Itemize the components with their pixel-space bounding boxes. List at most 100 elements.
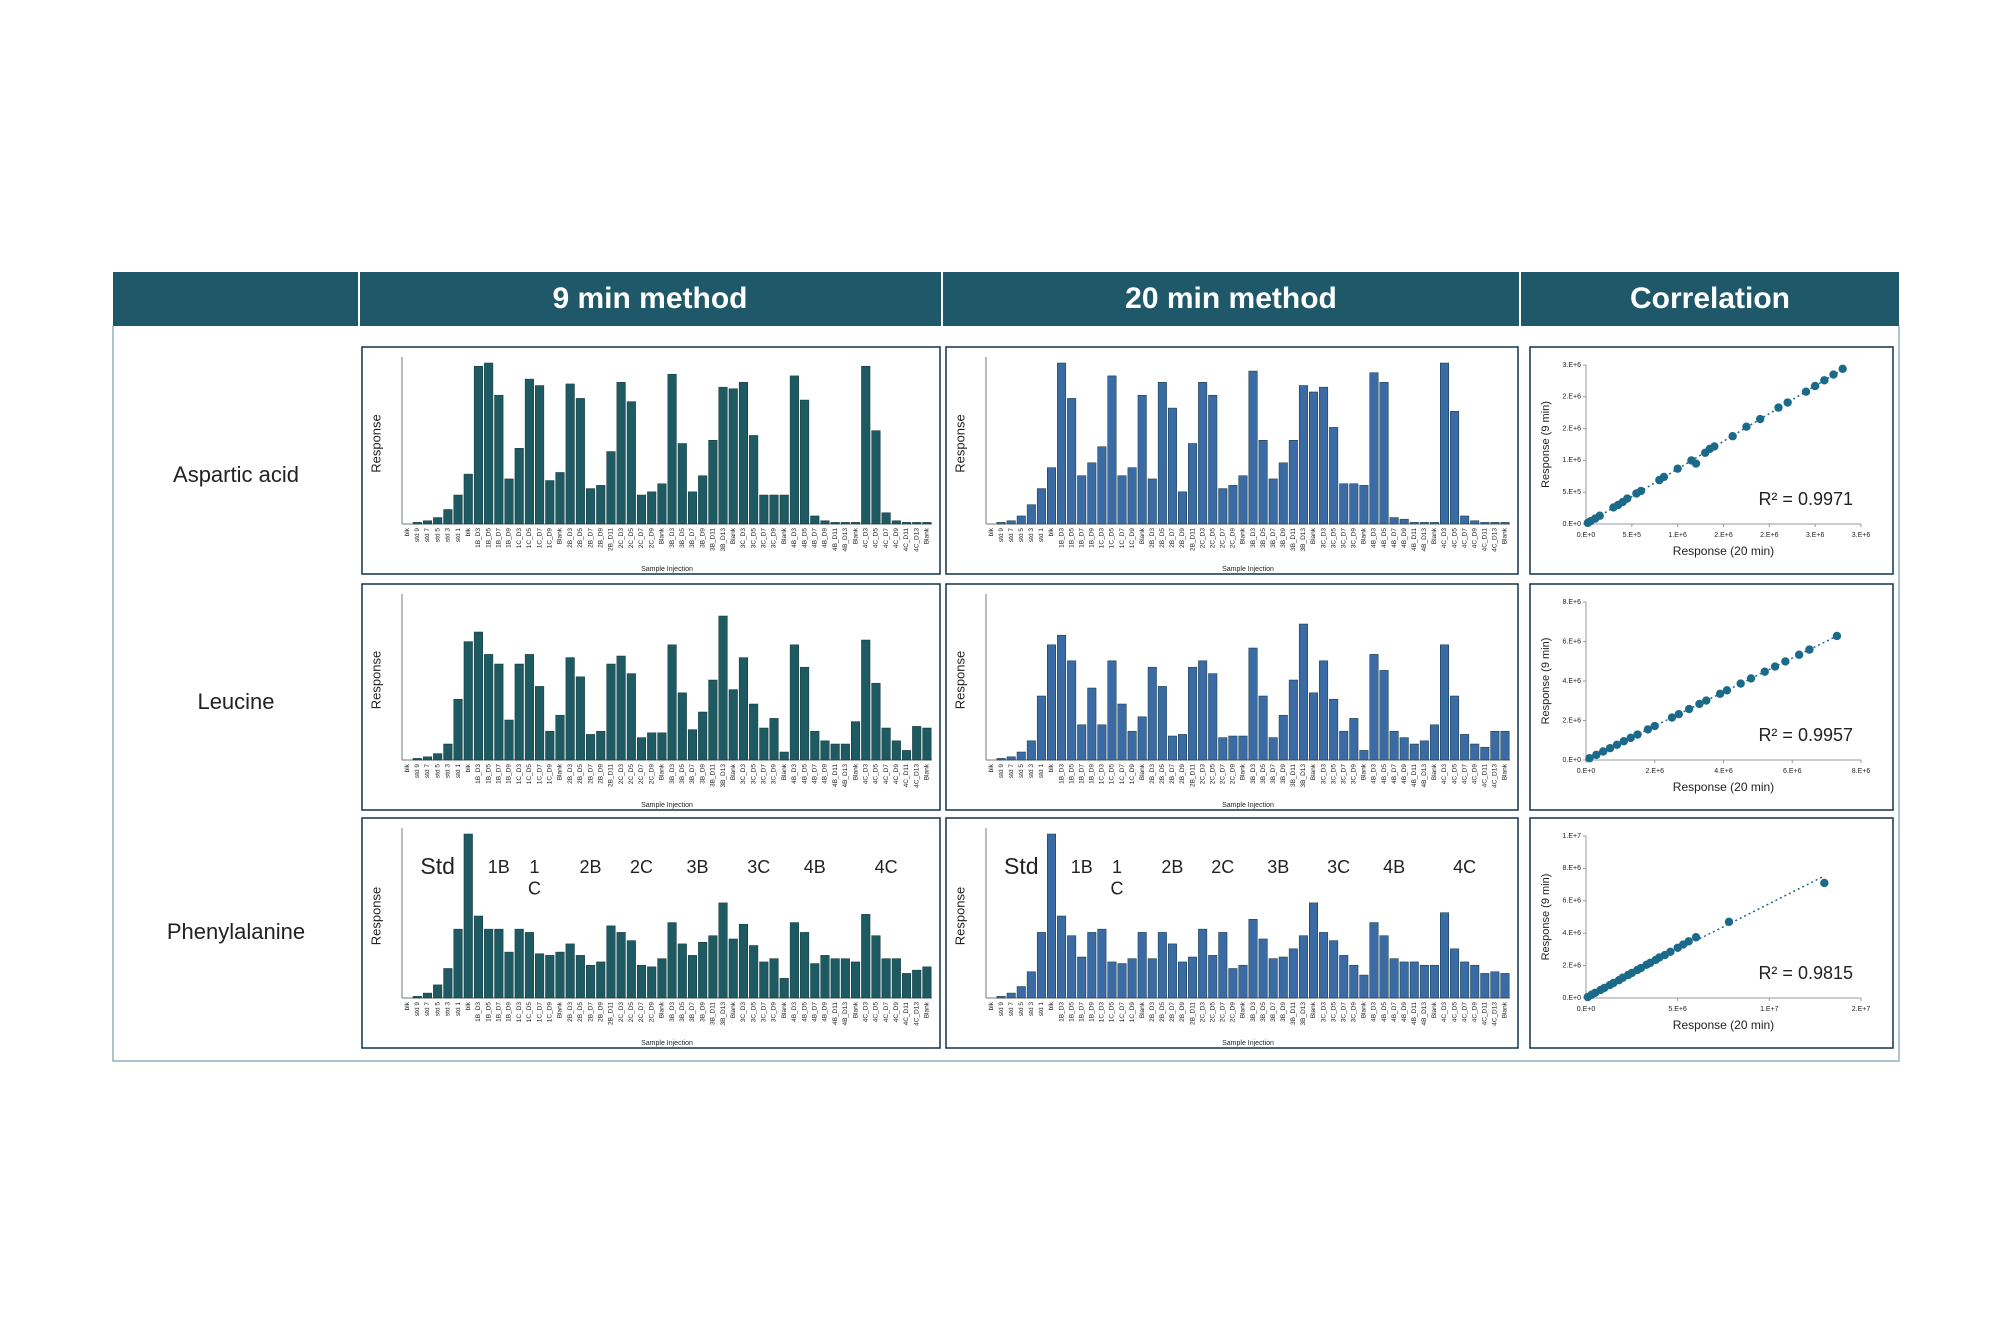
x-axis-label: Response (20 min) (1673, 544, 1774, 558)
x-tick-label: 4C_D3 (862, 528, 869, 549)
bar (840, 958, 850, 999)
x-tick-label: 3B_D3 (669, 1002, 676, 1022)
bar (871, 430, 881, 525)
bar (1369, 372, 1379, 525)
x-tick-label: 0.E+0 (1577, 532, 1596, 539)
bar (1167, 943, 1177, 999)
bar (473, 915, 483, 999)
point (1805, 645, 1814, 654)
bar (1188, 666, 1198, 761)
bar (453, 698, 463, 761)
x-tick-label: 4B_D9 (1401, 764, 1408, 784)
bar (1127, 730, 1137, 761)
bar (463, 641, 473, 761)
bar (443, 509, 453, 525)
bar (443, 968, 453, 999)
x-tick-label: 4B_D11 (832, 1002, 839, 1025)
point (1755, 414, 1765, 424)
bar (1268, 958, 1278, 999)
bar (1470, 964, 1480, 999)
x-tick-label: 2B_D9 (1179, 1002, 1186, 1022)
x-tick-label: 1B_D7 (1078, 1002, 1085, 1022)
x-tick-label: 4B_D13 (842, 764, 849, 788)
x-tick-label: 2B_D3 (567, 1002, 574, 1022)
bar (677, 943, 687, 999)
bar (616, 382, 626, 525)
bar (901, 750, 912, 761)
x-tick-label: 1C_D5 (526, 764, 533, 785)
bar (1379, 670, 1389, 761)
bar (1167, 407, 1177, 525)
x-tick-label: Blank (1240, 527, 1247, 544)
x-tick-label: 1C_D3 (516, 528, 523, 549)
point (1695, 699, 1704, 709)
x-tick-label: 3C_D9 (1351, 764, 1358, 785)
x-tick-label: 1B_D3 (1058, 528, 1065, 548)
bar (1057, 634, 1067, 761)
x-tick-label: 2B_D7 (587, 528, 594, 548)
x-tick-label: 3C_D5 (1330, 1002, 1337, 1023)
x-tick-label: 3B_D9 (699, 1002, 706, 1022)
x-tick-label: blk (404, 1001, 411, 1010)
bar (677, 443, 687, 525)
bar (1218, 488, 1228, 525)
bar (1399, 518, 1409, 525)
x-tick-label: 3C_D3 (740, 764, 747, 785)
x-tick-label: std 1 (455, 1002, 462, 1016)
panel-frame (361, 583, 941, 811)
bar (555, 951, 565, 999)
x-tick-label: 4B_D7 (1391, 1002, 1398, 1022)
x-tick-label: 4C_D9 (1471, 1002, 1478, 1023)
bar (810, 730, 820, 761)
point (1605, 743, 1615, 753)
group-label: Std (1004, 853, 1039, 879)
x-tick-label: 3C_D5 (750, 764, 757, 785)
bar (565, 943, 575, 999)
x-tick-label: 3C_D7 (1340, 1002, 1347, 1023)
x-tick-label: 2B_D7 (1169, 764, 1176, 784)
bar (1429, 964, 1439, 999)
x-tick-label: 3B_D13 (720, 1002, 727, 1026)
bar (1450, 695, 1460, 761)
bar (453, 494, 463, 525)
bar (1268, 737, 1278, 761)
x-tick-label: std 3 (445, 1002, 452, 1016)
bar (789, 375, 799, 525)
bar (1016, 515, 1026, 525)
x-tick-label: std 5 (434, 528, 441, 542)
bar (1006, 520, 1016, 525)
x-tick-label: 3B_D11 (1290, 1002, 1297, 1025)
group-label: 2B (1161, 857, 1183, 877)
bar (1409, 961, 1419, 999)
group-label: 1B (1071, 857, 1093, 877)
bar (535, 686, 545, 761)
x-tick-label: 3C_D9 (1351, 1002, 1358, 1023)
x-tick-label: std 5 (434, 764, 441, 778)
bar (1117, 963, 1127, 999)
bar (586, 488, 596, 525)
bar (1399, 961, 1409, 999)
x-tick-label: 4B_D11 (1411, 764, 1418, 787)
y-tick-label: 3.E+6 (1563, 362, 1582, 369)
bar (820, 520, 830, 525)
x-tick-label: 3C_D3 (740, 1002, 747, 1023)
bar (1288, 679, 1298, 761)
bar (1359, 750, 1369, 761)
bar (1490, 522, 1500, 525)
x-tick-label: Blank (659, 1001, 666, 1018)
x-tick-label: 6.E+6 (1783, 768, 1802, 775)
x-tick-label: 1C_D3 (1099, 528, 1106, 549)
bar (1057, 915, 1067, 999)
point (1684, 937, 1693, 946)
x-tick-label: std 3 (445, 528, 452, 542)
y-axis-label: Response (9 min) (1540, 401, 1552, 488)
x-tick-label: 1C_D5 (526, 528, 533, 549)
x-tick-label: 2.E+6 (1760, 532, 1779, 539)
bar (708, 935, 718, 999)
point (1673, 464, 1682, 473)
x-tick-label: 3B_D5 (1260, 764, 1267, 784)
bar (922, 966, 932, 999)
bar (1036, 695, 1046, 761)
x-tick-label: 4B_D13 (842, 1002, 849, 1026)
x-tick-label: 2B_D9 (597, 1002, 604, 1022)
